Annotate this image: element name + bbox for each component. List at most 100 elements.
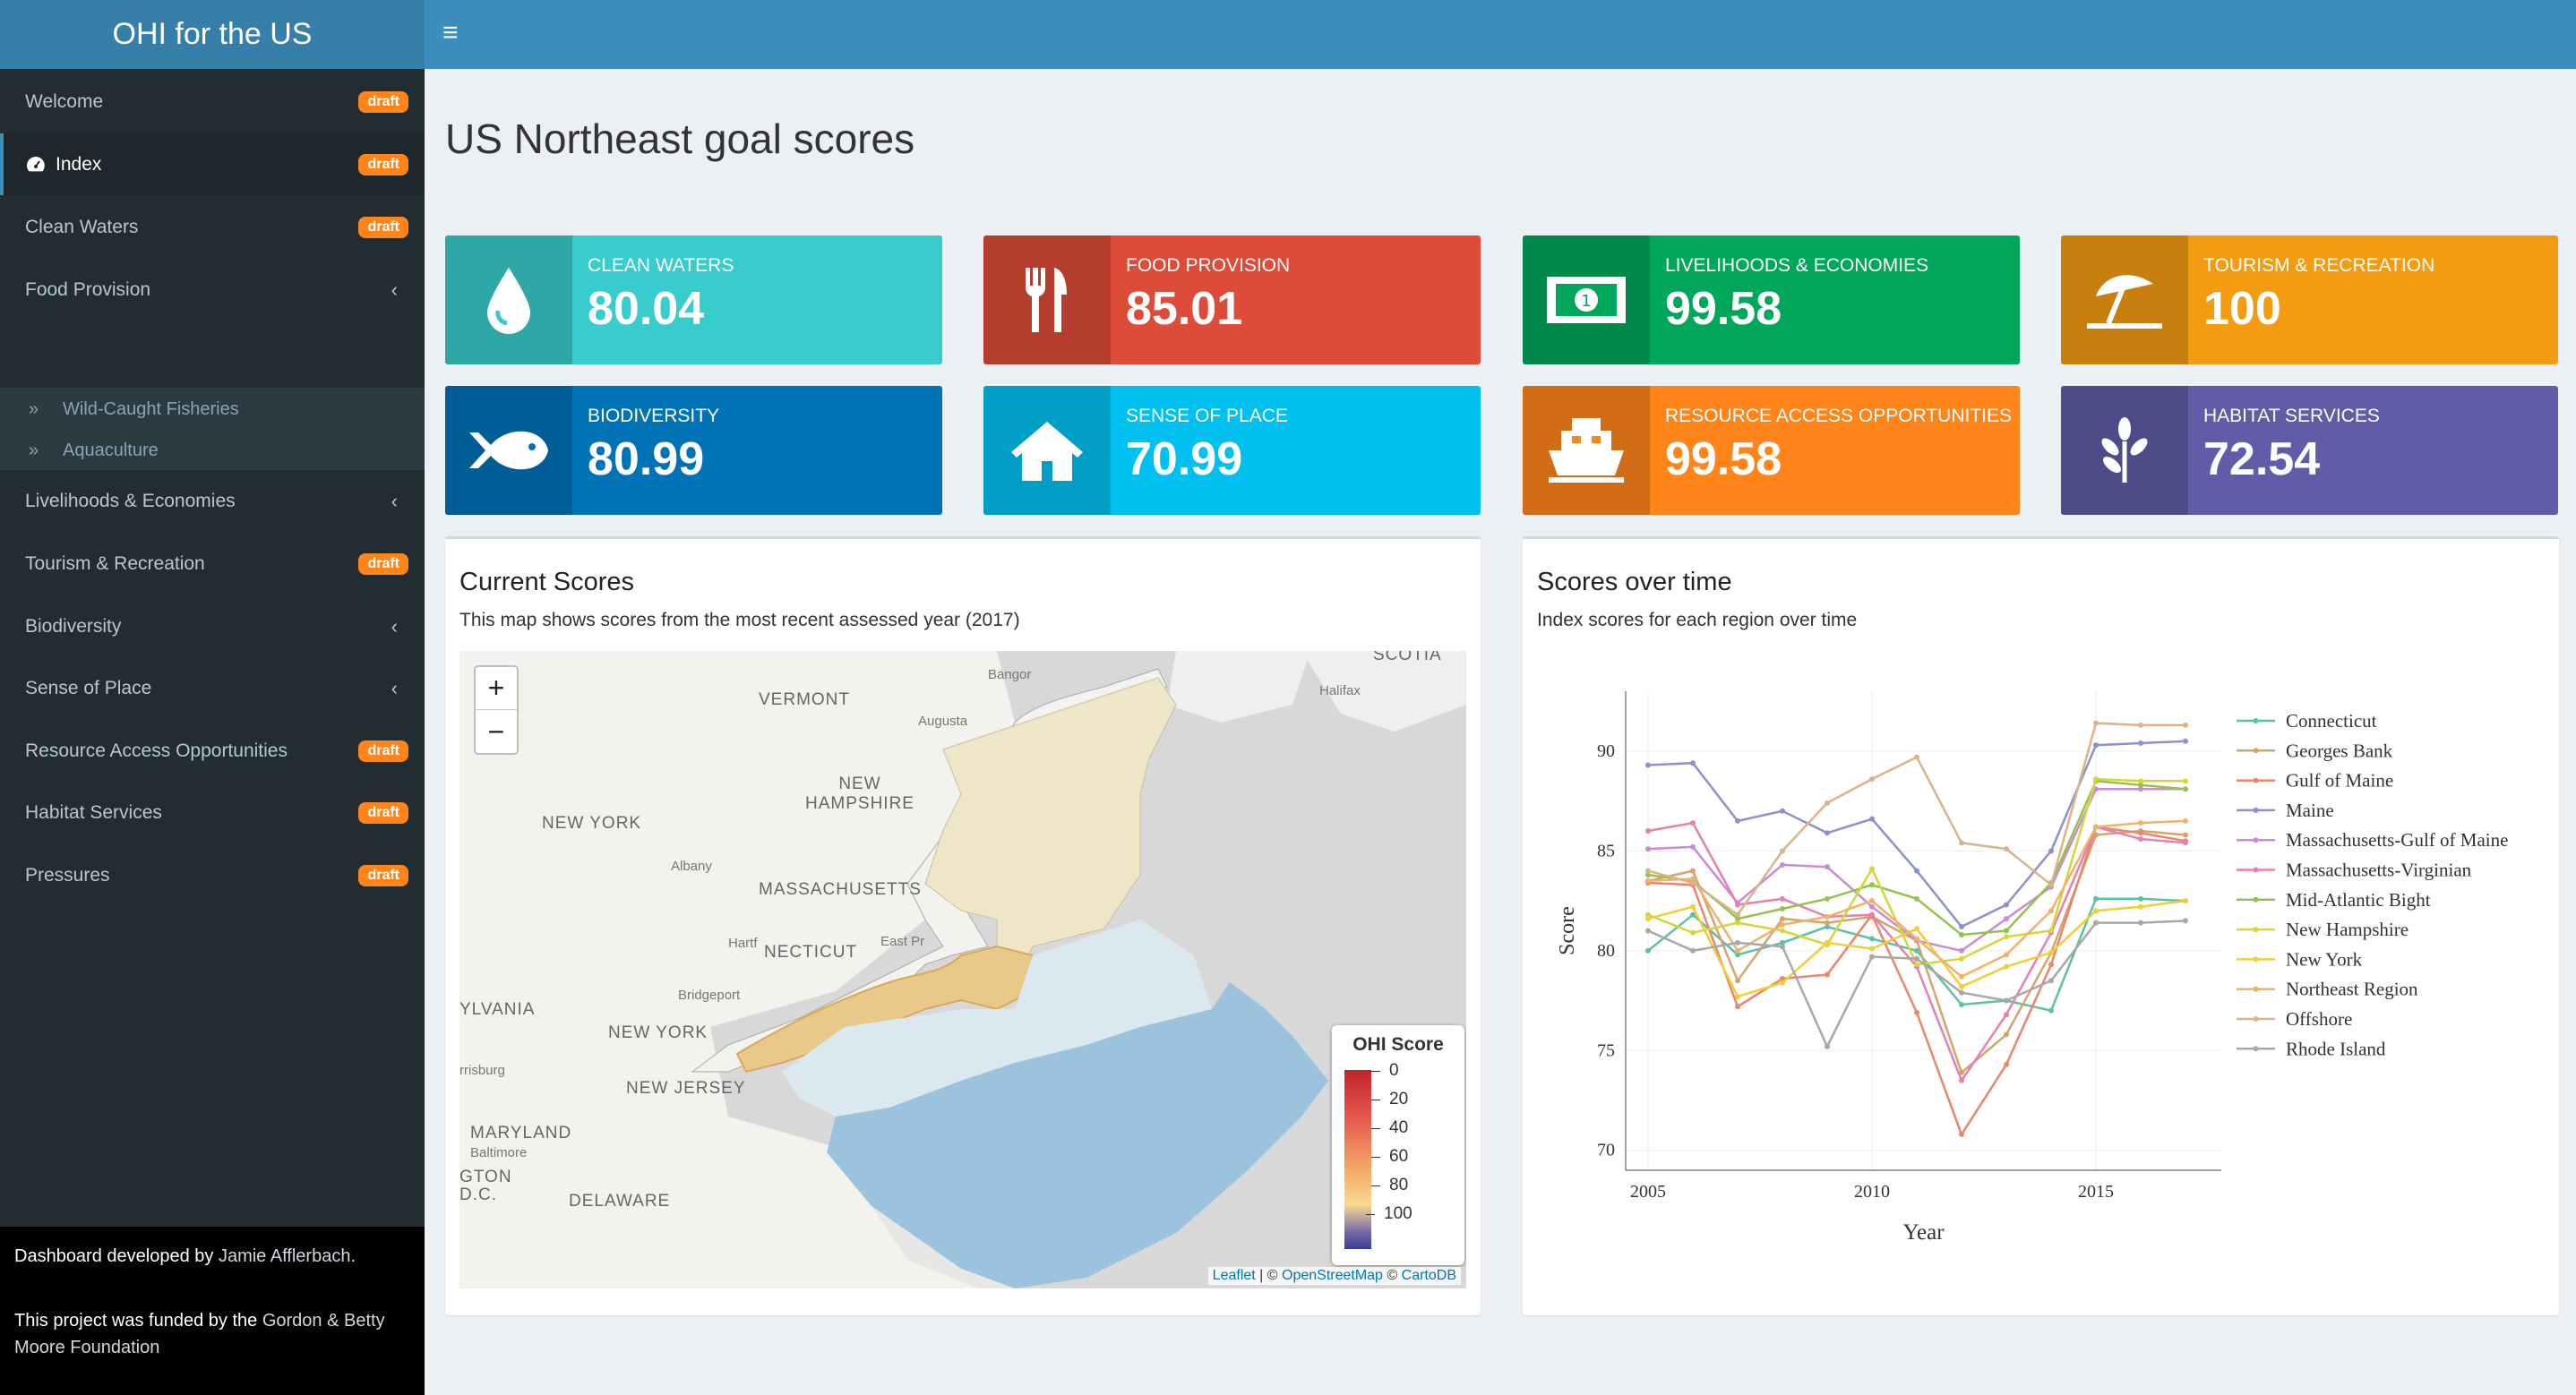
sidebar-item-tourism-recreation[interactable]: Tourism & Recreation draft	[0, 533, 425, 595]
data-point	[1645, 916, 1651, 922]
page-title: US Northeast goal scores	[445, 116, 915, 162]
leaflet-link[interactable]: Leaflet	[1212, 1268, 1256, 1283]
sidebar-item-habitat-services[interactable]: Habitat Services draft	[0, 782, 425, 843]
data-point	[1914, 955, 1919, 962]
data-point	[2004, 916, 2009, 922]
sidebar-item-biodiversity[interactable]: Biodiversity ‹	[0, 595, 425, 657]
data-point	[1645, 947, 1651, 954]
y-axis-title: Score	[1556, 906, 1579, 955]
data-point	[1645, 828, 1651, 834]
data-point	[1959, 931, 1964, 937]
sidebar-item-index[interactable]: Index draft	[0, 133, 425, 195]
dashboard-icon	[25, 154, 56, 175]
map-label-augusta: Augusta	[918, 714, 968, 729]
cutlery-icon	[983, 235, 1111, 364]
sidebar-item-livelihoods-economies[interactable]: Livelihoods & Economies ‹	[0, 470, 425, 532]
map-label-bridgeport: Bridgeport	[678, 988, 741, 1003]
data-point	[1869, 898, 1875, 904]
scores-line-chart[interactable]: 70 75 80 85 90 2005 2010 2015 Year Score Connectic…	[1523, 638, 2559, 1300]
sidebar-item-welcome[interactable]: Welcome draft	[0, 71, 425, 133]
zoom-out-button[interactable]: −	[487, 715, 505, 748]
data-point	[2138, 782, 2143, 788]
map-label-bangor: Bangor	[988, 667, 1032, 682]
data-point	[2138, 722, 2143, 728]
chevron-left-icon: ‹	[391, 489, 398, 512]
data-point	[1690, 880, 1696, 886]
value-box-caption: HABITAT SERVICES	[2203, 406, 2380, 426]
data-point	[1735, 817, 1740, 824]
sidebar-item-sense-of-place[interactable]: Sense of Place ‹	[0, 657, 425, 719]
legend-entry: Connecticut	[2286, 710, 2377, 732]
sidebar-item-resource-access[interactable]: Resource Access Opportunities draft	[0, 720, 425, 782]
data-point	[2004, 1012, 2009, 1018]
legend-color-bar	[1344, 1070, 1371, 1249]
draft-badge: draft	[358, 740, 408, 762]
data-point	[1780, 905, 1785, 911]
legend-entry: Massachusetts-Virginian	[2286, 860, 2472, 881]
data-point	[1690, 843, 1696, 850]
map-label-east-pr: East Pr	[880, 934, 925, 949]
author-link[interactable]: Jamie Afflerbach.	[218, 1246, 356, 1266]
sidebar-toggle-icon[interactable]: ≡	[442, 18, 459, 47]
sidebar-item-label: Clean Waters	[25, 216, 139, 237]
sidebar-subitem-aquaculture[interactable]: » Aquaculture	[29, 431, 405, 470]
sidebar-subitem-wild-caught-fisheries[interactable]: » Wild-Caught Fisheries	[29, 389, 405, 429]
data-point	[1690, 820, 1696, 826]
sidebar-item-clean-waters[interactable]: Clean Waters draft	[0, 196, 425, 258]
fish-icon	[445, 386, 572, 515]
sidebar-item-label: Habitat Services	[25, 801, 162, 823]
cartodb-link[interactable]: CartoDB	[1401, 1268, 1456, 1283]
leaflet-map[interactable]: VERMONT Bangor Augusta Halifax SCOTIA NE…	[459, 651, 1466, 1288]
data-point	[2004, 928, 2009, 934]
map-basemap	[459, 651, 1466, 1288]
data-point	[1825, 971, 1830, 978]
data-point	[1914, 1009, 1919, 1015]
data-point	[1690, 876, 1696, 882]
data-point	[1780, 944, 1785, 950]
openstreetmap-link[interactable]: OpenStreetMap	[1282, 1268, 1383, 1283]
data-point	[2048, 1007, 2054, 1014]
y-tick-label: 75	[1597, 1040, 1615, 1060]
legend-entry: Offshore	[2286, 1008, 2352, 1030]
data-point	[1825, 1043, 1830, 1049]
data-point	[2048, 962, 2054, 968]
sidebar-item-food-provision[interactable]: Food Provision ‹	[0, 259, 425, 321]
legend-title: OHI Score	[1352, 1034, 1444, 1055]
funder-link[interactable]: Gordon & Betty Moore Foundation	[14, 1311, 385, 1357]
sidebar-item-pressures[interactable]: Pressures draft	[0, 844, 425, 906]
data-point	[1869, 866, 1875, 872]
value-box-clean-waters: CLEAN WATERS 80.04	[445, 235, 942, 364]
legend-entry: Massachusetts-Gulf of Maine	[2286, 829, 2508, 851]
panel-title: Scores over time	[1537, 568, 1732, 596]
data-point	[2093, 908, 2099, 914]
data-point	[1645, 846, 1651, 852]
zoom-in-button[interactable]: +	[476, 667, 517, 710]
brand-logo[interactable]: OHI for the US	[0, 0, 425, 69]
data-point	[2048, 882, 2054, 888]
legend-swatch-point	[2253, 896, 2259, 903]
data-point	[2004, 934, 2009, 940]
data-point	[1780, 916, 1785, 922]
legend-swatch-point	[2253, 956, 2259, 963]
legend-entry: Mid-Atlantic Bight	[2286, 889, 2431, 911]
draft-badge: draft	[358, 153, 408, 175]
sidebar-item-label: Index	[56, 153, 102, 175]
series-line	[1647, 722, 2185, 917]
sidebar-item-label: Welcome	[25, 90, 104, 112]
value-box-caption: BIODIVERSITY	[588, 406, 720, 426]
y-tick-label: 90	[1597, 741, 1615, 761]
draft-badge: draft	[358, 864, 408, 886]
attribution-separator: ©	[1382, 1268, 1402, 1283]
x-axis-title: Year	[1902, 1220, 1945, 1245]
data-point	[1690, 903, 1696, 910]
legend-entry: Gulf of Maine	[2286, 770, 2393, 792]
data-point	[1735, 939, 1740, 946]
legend-swatch-point	[2253, 1046, 2259, 1052]
sidebar-item-label: Pressures	[25, 864, 110, 886]
money-icon: 1	[1523, 235, 1650, 364]
draft-badge: draft	[358, 552, 408, 575]
data-point	[2048, 978, 2054, 984]
data-point	[2093, 786, 2099, 792]
value-box-caption: FOOD PROVISION	[1126, 255, 1291, 276]
data-point	[1735, 916, 1740, 922]
